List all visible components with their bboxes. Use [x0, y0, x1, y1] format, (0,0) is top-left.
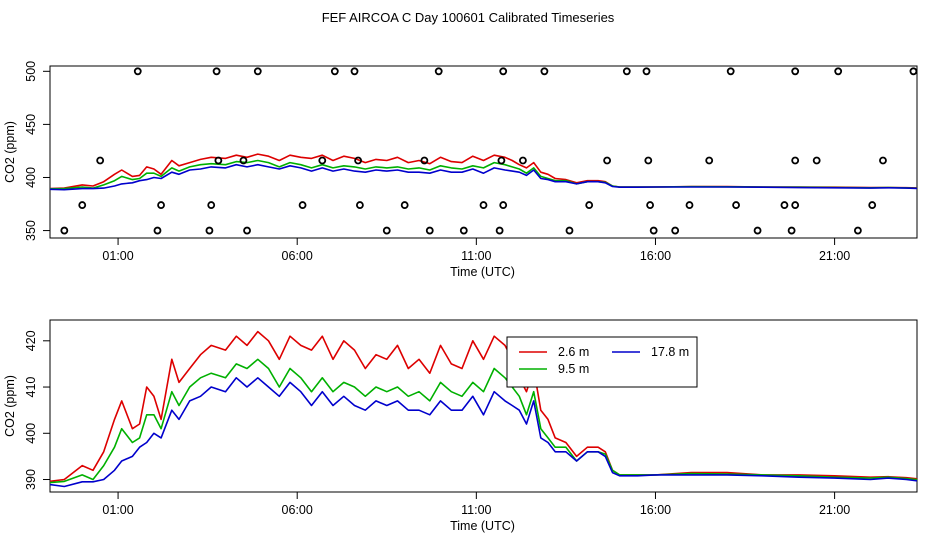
calibration-point [622, 67, 631, 76]
y-tick-label: 390 [24, 469, 38, 490]
calibration-point [459, 226, 468, 235]
calibration-point [207, 201, 216, 209]
calibration-point [753, 226, 762, 235]
calibration-point [382, 226, 391, 235]
calibration-point [153, 226, 162, 235]
legend-box [506, 336, 698, 388]
y-tick-label: 410 [24, 377, 38, 398]
calibration-point [214, 156, 223, 165]
calibration-point [96, 156, 105, 165]
y-tick-label: 350 [24, 220, 38, 241]
calibration-point [603, 156, 612, 165]
legend-label: 17.8 m [651, 345, 689, 359]
calibration-point [497, 156, 506, 165]
y-axis-label: CO2 (ppm) [3, 375, 17, 437]
calibration-point [671, 226, 680, 235]
calibration-point [60, 226, 69, 235]
calibration-point [355, 201, 364, 209]
series-line-9-5-m [50, 358, 917, 484]
calibration-point [400, 201, 409, 209]
series-line-17-8-m [50, 163, 917, 191]
calibration-point [479, 201, 488, 209]
calibration-point [853, 226, 862, 235]
top-panel: 01:00 06:00 11:00 16:00 21:00 Time (UTC) 350 40… [3, 61, 936, 279]
calibration-point [780, 201, 789, 209]
calibration-point [239, 156, 248, 165]
plot-frame [49, 65, 918, 239]
calibration-point [930, 68, 936, 74]
calibration-point [253, 67, 262, 76]
y-tick-label: 400 [24, 423, 38, 444]
x-tick-label: 16:00 [640, 503, 671, 517]
calibration-point [644, 156, 653, 165]
calibration-point [318, 156, 327, 165]
y-tick-label: 420 [24, 330, 38, 351]
y-tick-label: 450 [24, 114, 38, 135]
x-tick-label: 01:00 [102, 503, 133, 517]
calibration-point [350, 67, 359, 76]
calibration-point [298, 201, 307, 209]
calibration-point [354, 156, 363, 165]
plot-data [50, 67, 936, 235]
calibration-point [425, 226, 434, 235]
plot-data [50, 330, 917, 488]
calibration-point [205, 226, 214, 235]
legend-label: 2.6 m [558, 345, 589, 359]
calibration-point [585, 201, 594, 209]
calibration-point [646, 201, 654, 209]
x-tick-label: 21:00 [819, 249, 850, 263]
y-tick-label: 500 [24, 61, 38, 82]
x-tick-label: 11:00 [461, 503, 491, 517]
calibration-point [78, 201, 87, 209]
y-axis-label: CO2 (ppm) [3, 121, 17, 183]
figure-title: FEF AIRCOA C Day 100601 Calibrated Times… [322, 10, 615, 25]
calibration-point [879, 156, 887, 165]
calibration-point [212, 67, 221, 76]
calibration-point [726, 67, 735, 76]
calibration-point [495, 226, 504, 235]
x-axis-label: Time (UTC) [450, 519, 515, 533]
calibration-point [705, 156, 714, 165]
calibration-point [909, 67, 917, 76]
calibration-point [499, 67, 508, 76]
calibration-point [434, 67, 443, 76]
x-tick-label: 11:00 [461, 249, 491, 263]
calibration-point [787, 226, 796, 235]
calibration-point [133, 67, 142, 76]
series-line-2-6-m [50, 330, 917, 483]
legend-label: 9.5 m [558, 362, 589, 376]
x-tick-label: 06:00 [282, 249, 313, 263]
calibration-point [565, 226, 574, 235]
series-line-17-8-m [50, 376, 917, 488]
bottom-panel: 01:00 06:00 11:00 16:00 21:00 Time (UTC) 390 40… [3, 319, 918, 533]
calibration-point [868, 201, 877, 209]
calibration-point [642, 67, 651, 76]
calibration-point [157, 201, 165, 209]
calibration-point [685, 201, 694, 209]
calibration-point [834, 67, 843, 76]
calibration-point [932, 202, 936, 208]
calibration-point [420, 156, 429, 165]
calibration-point [732, 201, 740, 209]
x-axis-label: Time (UTC) [450, 265, 515, 279]
calibration-point [243, 226, 251, 235]
x-tick-label: 06:00 [282, 503, 313, 517]
calibration-point [791, 201, 800, 209]
calibration-point [540, 67, 549, 76]
legend: 2.6 m 17.8 m 9.5 m [506, 336, 698, 388]
calibration-point [812, 156, 821, 165]
calibration-point [649, 226, 658, 235]
plot-frame [49, 319, 918, 493]
x-tick-label: 01:00 [102, 249, 133, 263]
calibration-point [932, 157, 936, 163]
x-tick-label: 21:00 [819, 503, 850, 517]
calibration-point [519, 156, 527, 165]
x-tick-label: 16:00 [640, 249, 671, 263]
calibration-point [791, 67, 800, 76]
calibration-point [499, 201, 508, 209]
calibration-point [330, 67, 339, 76]
calibration-point [791, 156, 800, 165]
y-tick-label: 400 [24, 167, 38, 188]
